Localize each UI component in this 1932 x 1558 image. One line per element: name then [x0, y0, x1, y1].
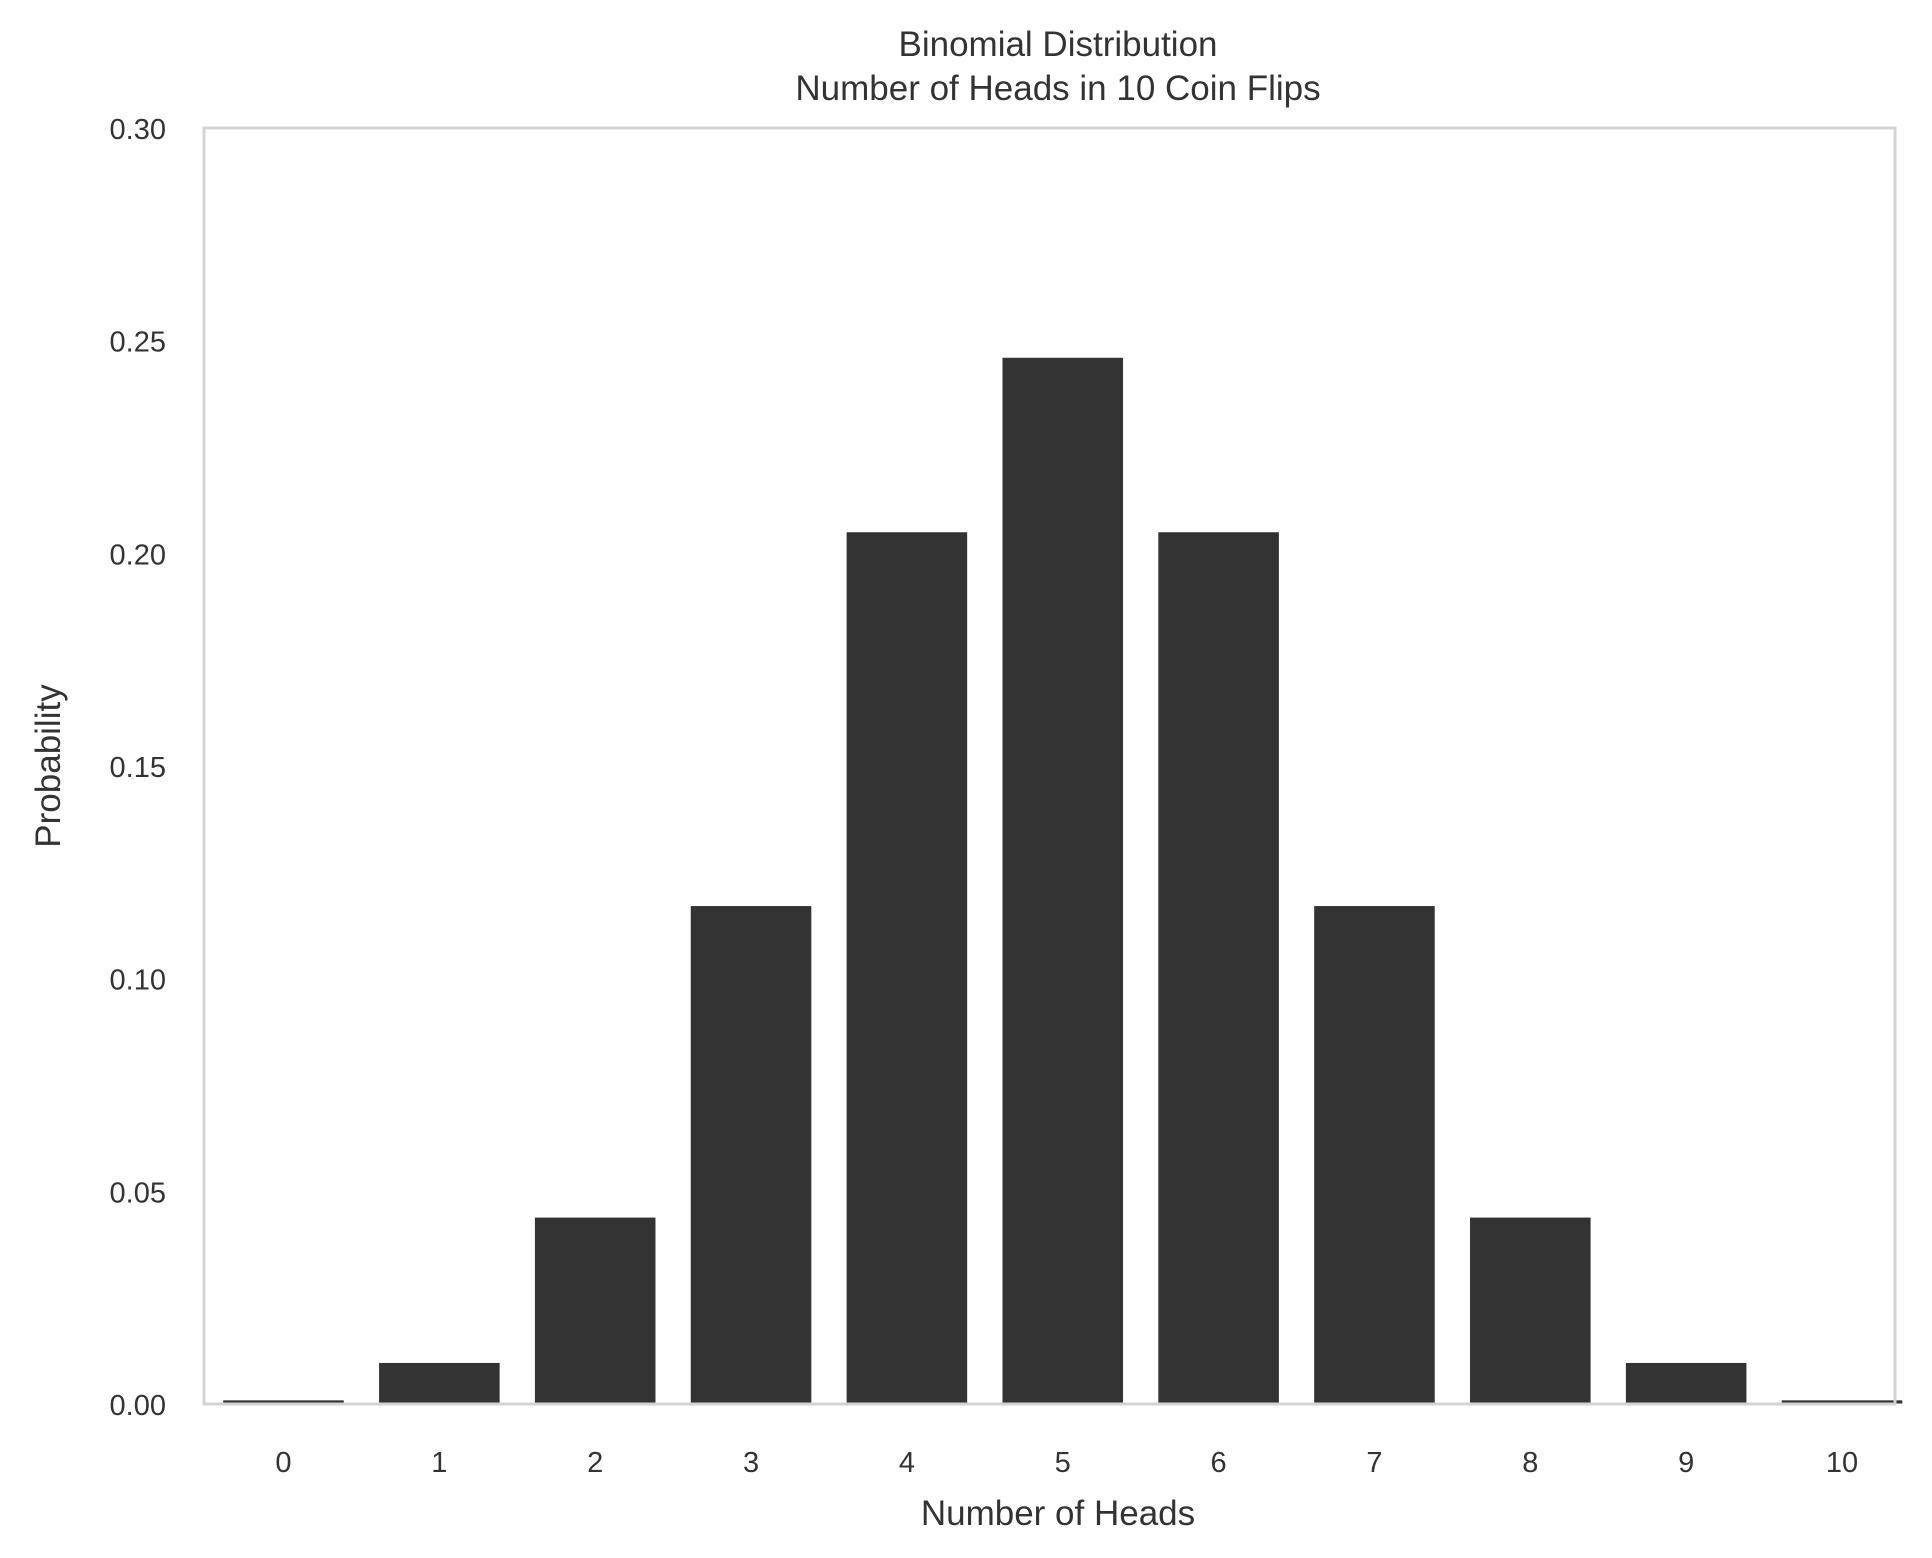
y-tick-label: 0.20 — [110, 539, 166, 571]
bar-6 — [1157, 531, 1280, 1405]
x-tick-label: 4 — [899, 1447, 915, 1479]
y-tick-label: 0.00 — [110, 1390, 166, 1422]
x-tick-label: 1 — [431, 1447, 447, 1479]
y-tick-label: 0.30 — [110, 114, 166, 146]
y-tick-label: 0.10 — [110, 965, 166, 997]
bar-8 — [1469, 1216, 1592, 1405]
bar-1 — [378, 1361, 501, 1405]
x-tick-label: 6 — [1211, 1447, 1227, 1479]
y-axis-label: Probability — [29, 684, 68, 848]
x-tick-label: 10 — [1826, 1447, 1858, 1479]
bar-4 — [845, 531, 969, 1405]
y-tick-label: 0.15 — [110, 752, 166, 784]
y-tick-label: 0.25 — [110, 327, 166, 359]
chart-title: Binomial Distribution — [898, 25, 1217, 64]
x-tick-label: 8 — [1522, 1447, 1538, 1479]
x-axis-label: Number of Heads — [921, 1494, 1195, 1533]
bar-9 — [1624, 1361, 1748, 1405]
x-tick-label: 5 — [1055, 1447, 1071, 1479]
bar-7 — [1313, 905, 1436, 1405]
bar-2 — [533, 1216, 657, 1405]
plot-frame — [202, 126, 1897, 1406]
bar-3 — [689, 905, 813, 1405]
chart-subtitle: Number of Heads in 10 Coin Flips — [795, 69, 1320, 108]
bar-5 — [1001, 356, 1125, 1405]
x-tick-label: 0 — [275, 1447, 291, 1479]
y-tick-label: 0.05 — [110, 1177, 166, 1209]
x-tick-label: 7 — [1366, 1447, 1382, 1479]
x-tick-label: 2 — [587, 1447, 603, 1479]
x-tick-label: 3 — [743, 1447, 759, 1479]
x-tick-label: 9 — [1678, 1447, 1694, 1479]
